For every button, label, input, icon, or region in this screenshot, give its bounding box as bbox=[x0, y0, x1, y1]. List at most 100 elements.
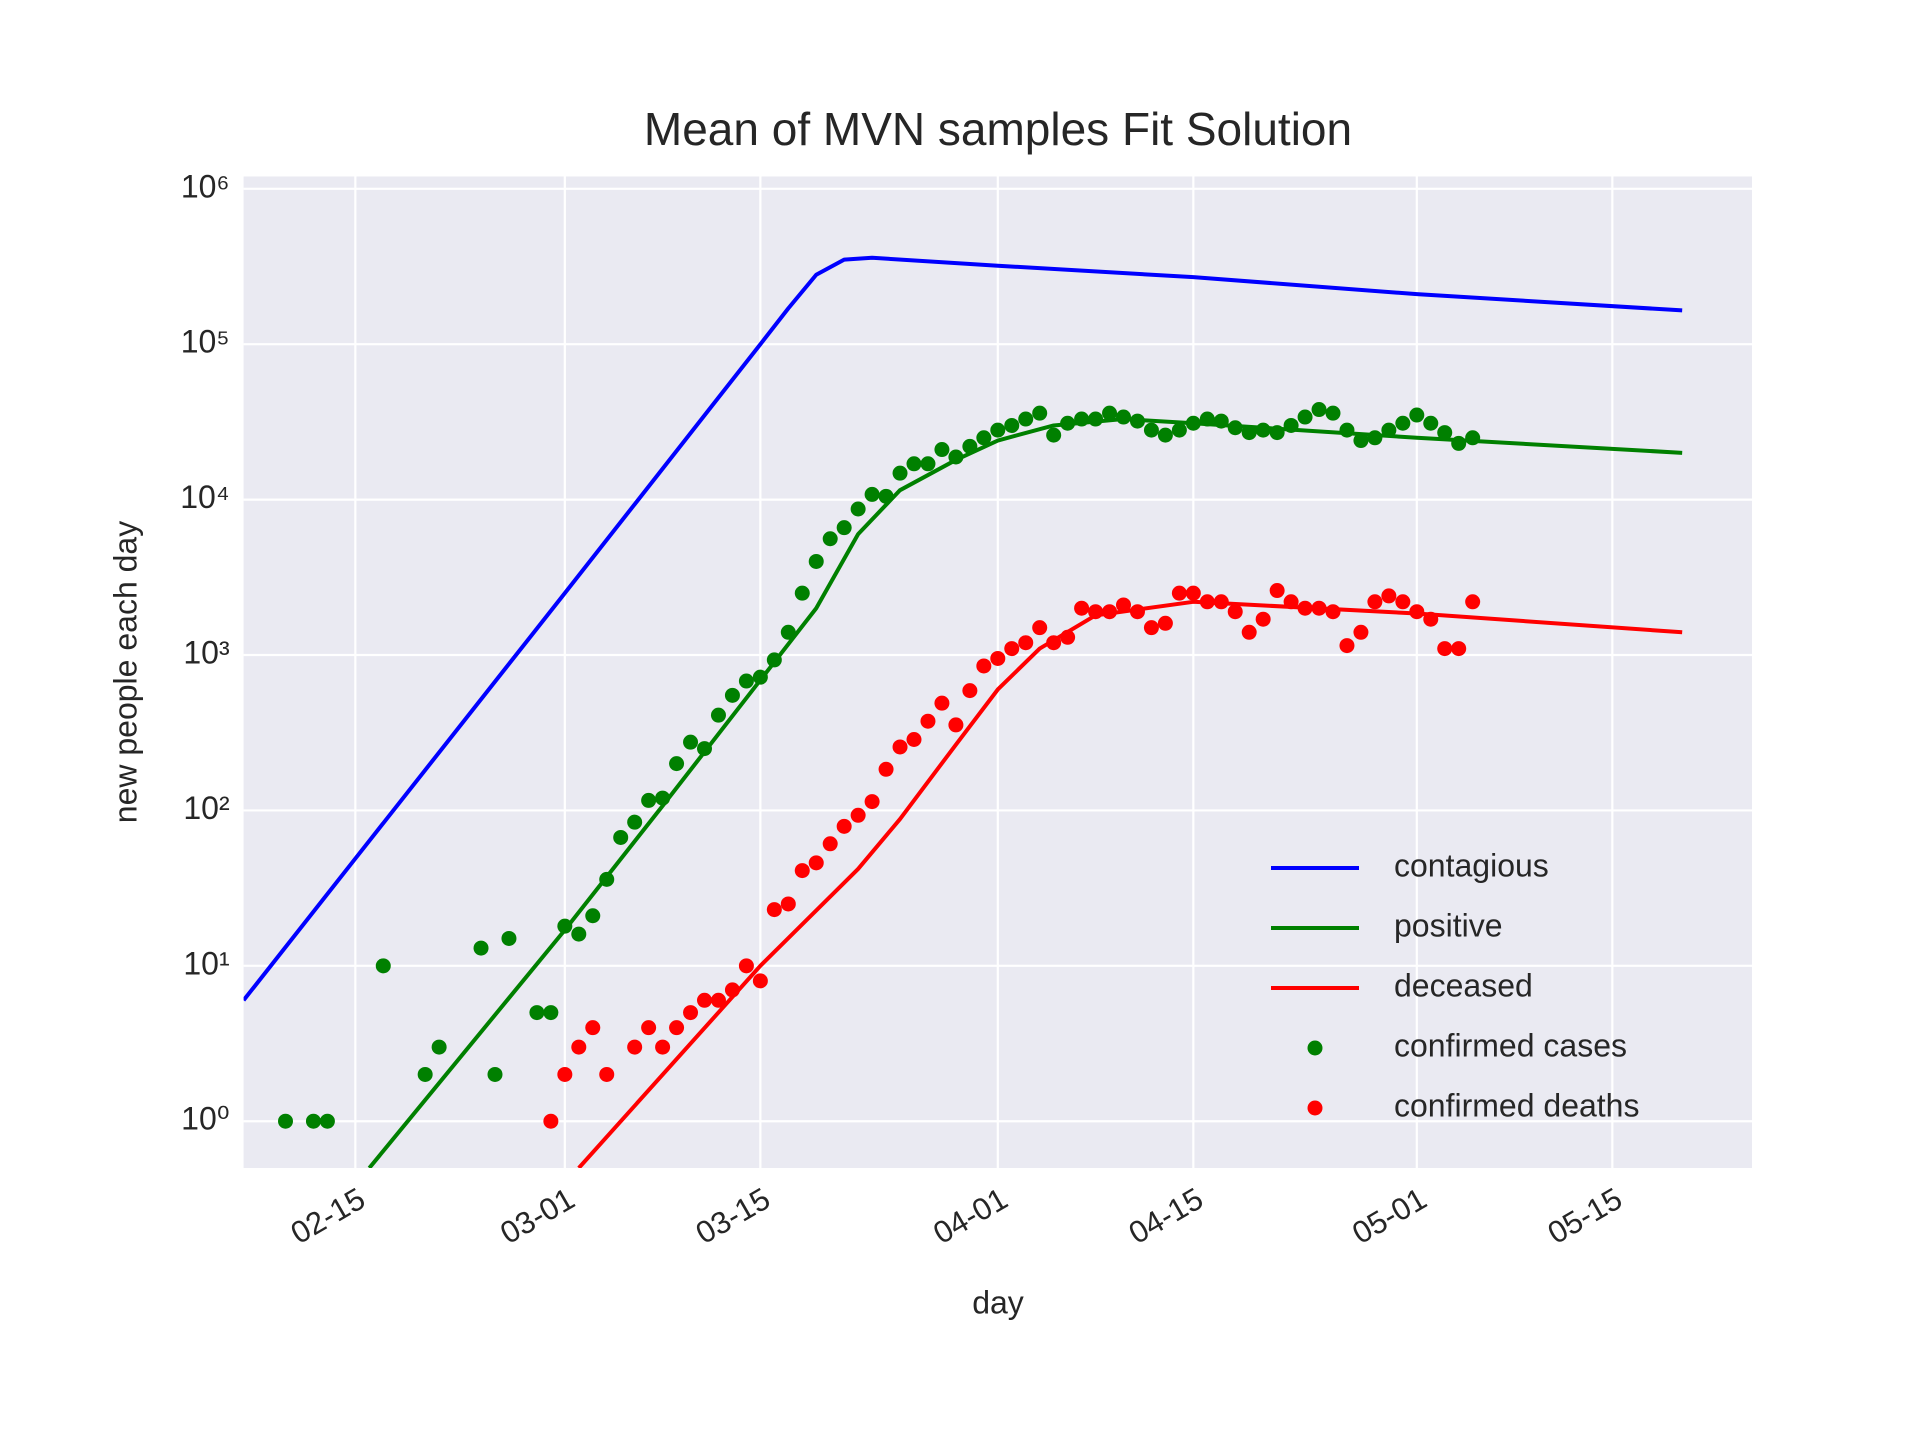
data-point bbox=[1171, 422, 1187, 438]
data-point bbox=[697, 992, 712, 1008]
x-tick-label: 02-15 bbox=[285, 1181, 371, 1251]
data-point bbox=[641, 792, 657, 808]
data-point bbox=[683, 734, 699, 750]
legend-label: positive bbox=[1394, 907, 1503, 943]
data-point bbox=[878, 488, 894, 504]
data-point bbox=[808, 553, 824, 569]
data-point bbox=[1269, 583, 1285, 599]
data-point bbox=[1102, 405, 1118, 421]
data-point bbox=[738, 673, 754, 689]
data-point bbox=[724, 687, 740, 703]
y-axis-label: new people each day bbox=[107, 521, 143, 823]
data-point bbox=[1395, 415, 1411, 431]
data-point bbox=[850, 807, 866, 823]
data-point bbox=[543, 1005, 559, 1021]
data-point bbox=[1381, 588, 1397, 604]
data-point bbox=[1423, 415, 1439, 431]
data-point bbox=[1004, 641, 1020, 657]
data-point bbox=[1116, 597, 1131, 613]
x-tick-label: 03-01 bbox=[494, 1181, 580, 1251]
data-point bbox=[976, 430, 992, 446]
data-point bbox=[1032, 405, 1048, 421]
data-point bbox=[319, 1113, 335, 1129]
y-tick-label: 10² bbox=[183, 790, 230, 826]
legend-label: confirmed cases bbox=[1394, 1027, 1627, 1063]
data-point bbox=[1283, 594, 1299, 610]
data-point bbox=[766, 652, 782, 668]
data-point bbox=[431, 1039, 447, 1055]
data-point bbox=[1325, 604, 1341, 620]
data-point bbox=[1409, 604, 1425, 620]
data-point bbox=[948, 449, 964, 465]
data-point bbox=[585, 908, 601, 924]
data-point bbox=[864, 794, 880, 810]
data-point bbox=[1074, 411, 1090, 427]
data-point bbox=[571, 926, 587, 942]
legend-label: contagious bbox=[1394, 847, 1549, 883]
data-point bbox=[571, 1039, 587, 1055]
data-point bbox=[1129, 604, 1145, 620]
data-point bbox=[1367, 430, 1383, 446]
data-point bbox=[1004, 417, 1020, 433]
data-point bbox=[1213, 594, 1229, 610]
data-point bbox=[1046, 427, 1062, 443]
legend-label: confirmed deaths bbox=[1394, 1087, 1639, 1123]
data-point bbox=[864, 486, 880, 502]
data-point bbox=[906, 456, 922, 472]
data-point bbox=[627, 814, 643, 830]
data-point bbox=[990, 422, 1006, 438]
data-point bbox=[752, 669, 768, 685]
data-point bbox=[794, 863, 810, 879]
data-point bbox=[1074, 600, 1090, 616]
data-point bbox=[557, 918, 573, 934]
y-tick-label: 10⁶ bbox=[181, 168, 230, 204]
data-point bbox=[822, 531, 838, 547]
data-point bbox=[976, 658, 992, 674]
data-point bbox=[1367, 594, 1383, 610]
data-point bbox=[641, 1020, 657, 1036]
data-point bbox=[697, 741, 712, 757]
data-point bbox=[850, 501, 866, 517]
y-tick-label: 10⁵ bbox=[181, 324, 230, 360]
data-point bbox=[1227, 420, 1243, 436]
data-point bbox=[375, 958, 391, 974]
data-point bbox=[1143, 422, 1159, 438]
data-point bbox=[1102, 604, 1118, 620]
data-point bbox=[627, 1039, 643, 1055]
data-point bbox=[1353, 624, 1369, 640]
data-point bbox=[487, 1066, 503, 1082]
data-point bbox=[1157, 427, 1173, 443]
data-point bbox=[1311, 402, 1327, 418]
data-point bbox=[1451, 435, 1467, 451]
x-axis-label: day bbox=[972, 1284, 1024, 1320]
data-point bbox=[1199, 411, 1215, 427]
data-point bbox=[1213, 413, 1229, 429]
x-tick-label: 05-01 bbox=[1346, 1181, 1432, 1251]
x-tick-label: 04-15 bbox=[1123, 1181, 1209, 1251]
data-point bbox=[557, 1066, 573, 1082]
data-point bbox=[822, 836, 838, 852]
data-point bbox=[1297, 409, 1313, 425]
data-point bbox=[1339, 422, 1355, 438]
data-point bbox=[1116, 409, 1131, 425]
data-point bbox=[1269, 425, 1285, 441]
data-point bbox=[808, 855, 824, 871]
data-point bbox=[1395, 594, 1411, 610]
y-tick-label: 10⁰ bbox=[181, 1101, 229, 1137]
data-point bbox=[278, 1113, 293, 1129]
data-point bbox=[669, 756, 685, 772]
data-point bbox=[1311, 600, 1327, 616]
data-point bbox=[1465, 594, 1481, 610]
data-point bbox=[655, 1039, 671, 1055]
data-point bbox=[752, 973, 768, 989]
data-point bbox=[1241, 425, 1257, 441]
data-point bbox=[1381, 422, 1397, 438]
data-point bbox=[1046, 635, 1062, 651]
data-point bbox=[780, 896, 796, 912]
data-point bbox=[794, 585, 810, 601]
data-point bbox=[780, 624, 796, 640]
x-tick-label: 03-15 bbox=[690, 1181, 776, 1251]
data-point bbox=[1199, 594, 1215, 610]
